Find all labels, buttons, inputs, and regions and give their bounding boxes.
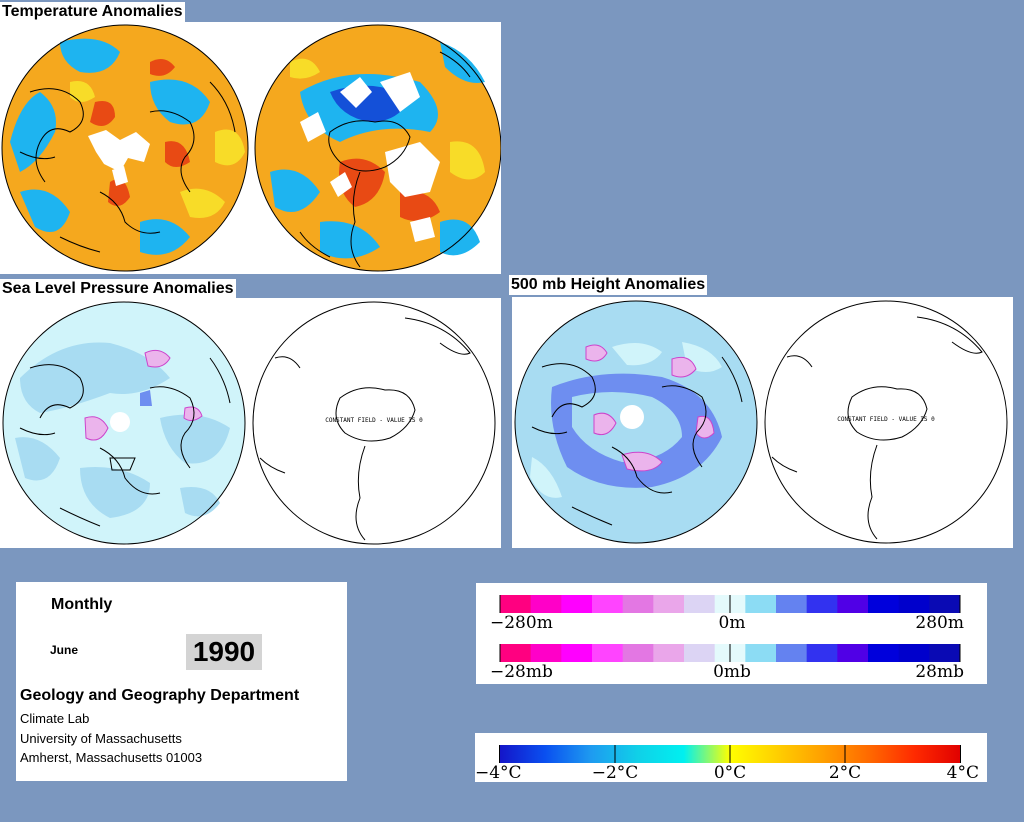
height-colorbar [499,595,961,613]
temperature-legend: −4°C −2°C 0°C 2°C 4°C [475,733,987,783]
slp-north-map [2,301,246,545]
height-tick-max: 280m [915,613,964,633]
department-label: Geology and Geography Department [20,687,300,704]
height500-constant-field-label: CONSTANT FIELD - VALUE IS 0 [837,416,935,423]
pressure-tick-zero: 0mb [713,662,751,682]
lab-label: Climate Lab [20,711,90,726]
university-label: University of Massachusetts [20,731,182,746]
temperature-south-map [254,24,501,272]
pressure-colorbar-swatch [653,644,685,662]
pressure-colorbar-swatch [868,644,900,662]
pressure-colorbar-swatch [898,644,930,662]
slp-constant-field-label: CONSTANT FIELD - VALUE IS 0 [325,417,423,424]
height500-north-map [514,300,758,544]
pressure-colorbar [499,644,961,662]
pressure-colorbar-swatch [561,644,593,662]
height-colorbar-swatch [653,595,685,613]
temperature-tick-minus2: −2°C [592,763,639,782]
height-colorbar-swatch [776,595,808,613]
height-colorbar-swatch [500,595,532,613]
height-colorbar-swatch [929,595,961,613]
temperature-panel [0,22,501,274]
pressure-colorbar-swatch [776,644,808,662]
pressure-colorbar-swatch [806,644,838,662]
temperature-panel-title: Temperature Anomalies [0,2,185,22]
height500-panel: CONSTANT FIELD - VALUE IS 0 [512,297,1013,548]
height-colorbar-swatch [837,595,869,613]
slp-south-map: CONSTANT FIELD - VALUE IS 0 [252,301,496,545]
height-colorbar-swatch [561,595,593,613]
pressure-tick-max: 28mb [915,662,964,682]
address-label: Amherst, Massachusetts 01003 [20,750,203,765]
pressure-colorbar-swatch [837,644,869,662]
slp-panel: CONSTANT FIELD - VALUE IS 0 [0,298,501,548]
temperature-tick-minus4: −4°C [475,763,522,782]
height-tick-min: −280m [490,613,553,633]
year-label: 1990 [186,634,262,670]
pressure-colorbar-swatch [745,644,777,662]
height500-panel-title: 500 mb Height Anomalies [509,275,708,295]
height-colorbar-swatch [530,595,562,613]
height-colorbar-swatch [898,595,930,613]
pressure-colorbar-swatch [530,644,562,662]
month-label: June [50,643,79,657]
pressure-colorbar-swatch [592,644,624,662]
slp-panel-title: Sea Level Pressure Anomalies [0,279,236,299]
temperature-tick-plus2: 2°C [829,763,861,782]
pressure-colorbar-swatch [929,644,961,662]
pressure-tick-min: −28mb [490,662,553,682]
pressure-colorbar-swatch [684,644,716,662]
info-box: Monthly June 1990 Geology and Geography … [16,582,347,781]
period-label: Monthly [51,596,113,613]
height-colorbar-swatch [622,595,654,613]
pressure-colorbar-swatch [622,644,654,662]
height-colorbar-swatch [745,595,777,613]
temperature-tick-plus4: 4°C [947,763,979,782]
pressure-colorbar-swatch [500,644,532,662]
height-colorbar-swatch [684,595,716,613]
height-colorbar-swatch [868,595,900,613]
height-colorbar-swatch [592,595,624,613]
temperature-north-map [1,24,249,272]
height-tick-zero: 0m [719,613,746,633]
anomaly-legend: −280m 0m 280m −28mb 0mb 28mb [476,583,987,684]
height-colorbar-swatch [806,595,838,613]
temperature-tick-zero: 0°C [714,763,746,782]
height500-south-map: CONSTANT FIELD - VALUE IS 0 [764,300,1008,544]
